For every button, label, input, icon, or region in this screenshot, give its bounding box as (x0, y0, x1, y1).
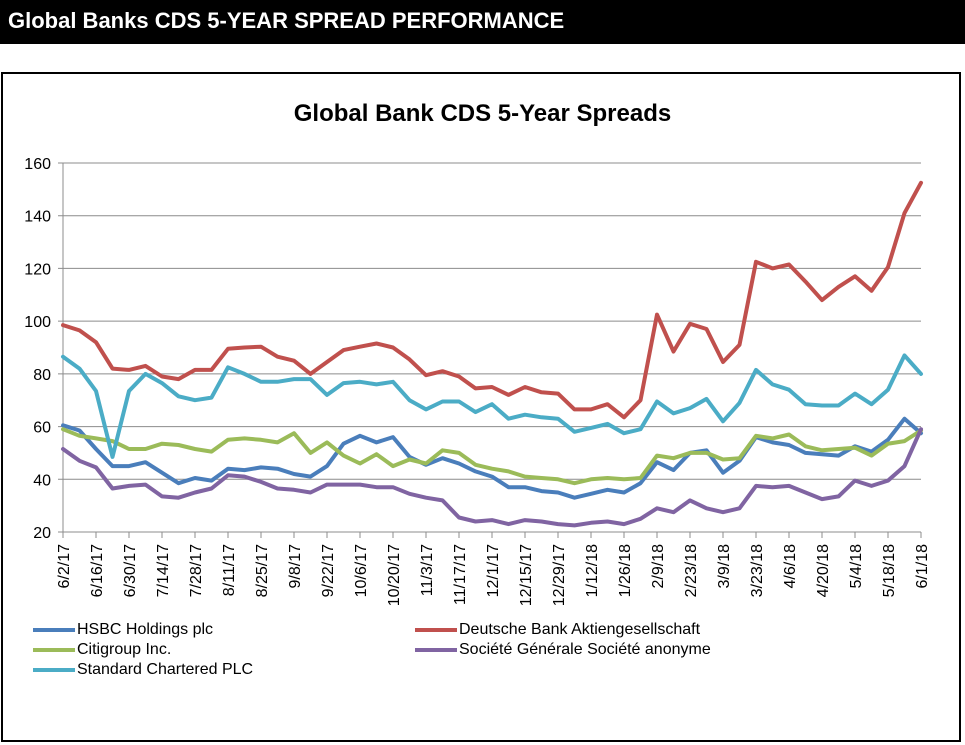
y-tick-label: 60 (33, 420, 51, 437)
x-tick-label: 5/4/18 (848, 544, 865, 589)
legend-swatch (415, 648, 457, 652)
x-tick-label: 9/22/17 (320, 544, 337, 597)
legend-label: Deutsche Bank Aktiengesellschaft (459, 621, 701, 638)
x-tick-label: 12/15/17 (518, 544, 535, 606)
legend-swatch (33, 668, 75, 672)
series-line-hsbc-holdings-plc (61, 416, 923, 500)
legend-item: HSBC Holdings plc (33, 621, 213, 639)
x-tick-label: 3/23/18 (749, 544, 766, 597)
y-tick-label: 160 (24, 156, 51, 173)
legend-label: Standard Chartered PLC (77, 661, 254, 678)
x-tick-label: 11/17/17 (452, 544, 469, 605)
x-tick-label: 9/8/17 (287, 544, 304, 589)
x-tick-label: 1/12/18 (584, 544, 601, 597)
x-tick-label: 10/6/17 (353, 544, 370, 597)
x-tick-label: 7/28/17 (188, 544, 205, 597)
page-title: Global Banks CDS 5-YEAR SPREAD PERFORMAN… (8, 8, 565, 33)
x-tick-label: 6/2/17 (56, 544, 73, 589)
legend-item: Société Générale Société anonyme (415, 641, 711, 659)
x-tick-label: 4/20/18 (815, 544, 832, 597)
x-tick-label: 6/16/17 (89, 544, 106, 597)
x-tick-label: 6/1/18 (914, 544, 931, 589)
legend-label: Société Générale Société anonyme (459, 641, 711, 658)
y-tick-label: 120 (24, 261, 51, 278)
chart-frame (1, 72, 961, 742)
x-tick-label: 10/20/17 (386, 544, 403, 606)
header-bar: Global Banks CDS 5-YEAR SPREAD PERFORMAN… (0, 0, 965, 44)
x-tick-label: 7/14/17 (155, 544, 172, 597)
x-tick-label: 2/23/18 (683, 544, 700, 597)
legend-label: HSBC Holdings plc (77, 621, 214, 638)
x-tick-label: 8/25/17 (254, 544, 271, 597)
y-tick-label: 100 (24, 314, 51, 331)
x-tick-label: 11/3/17 (419, 544, 436, 596)
legend-swatch (415, 628, 457, 632)
chart-title: Global Bank CDS 5-Year Spreads (293, 100, 672, 127)
x-tick-label: 3/9/18 (716, 544, 733, 589)
y-tick-label: 140 (24, 209, 51, 226)
series-line-societe-generale-societe-anonyme (61, 427, 923, 528)
legend-swatch (33, 648, 75, 652)
x-tick-label: 5/18/18 (881, 544, 898, 597)
x-tick-label: 2/9/18 (650, 544, 667, 589)
series-line-citigroup-inc (61, 427, 923, 486)
legend-swatch (33, 628, 75, 632)
x-tick-label: 8/11/17 (221, 544, 238, 596)
y-tick-label: 80 (33, 367, 51, 384)
series-line-standard-chartered-plc (61, 353, 923, 459)
y-tick-label: 20 (33, 525, 51, 542)
x-tick-label: 12/1/17 (485, 544, 502, 597)
legend-item: Citigroup Inc. (33, 641, 171, 659)
legend-item: Standard Chartered PLC (33, 661, 253, 679)
y-tick-label: 40 (33, 472, 51, 489)
x-tick-label: 1/26/18 (617, 544, 634, 597)
series-line-deutsche-bank-aktiengesellschaft (61, 180, 923, 420)
legend-label: Citigroup Inc. (77, 641, 172, 658)
legend-item: Deutsche Bank Aktiengesellschaft (415, 621, 700, 639)
x-tick-label: 12/29/17 (551, 544, 568, 606)
x-tick-label: 6/30/17 (122, 544, 139, 597)
x-tick-label: 4/6/18 (782, 544, 799, 589)
